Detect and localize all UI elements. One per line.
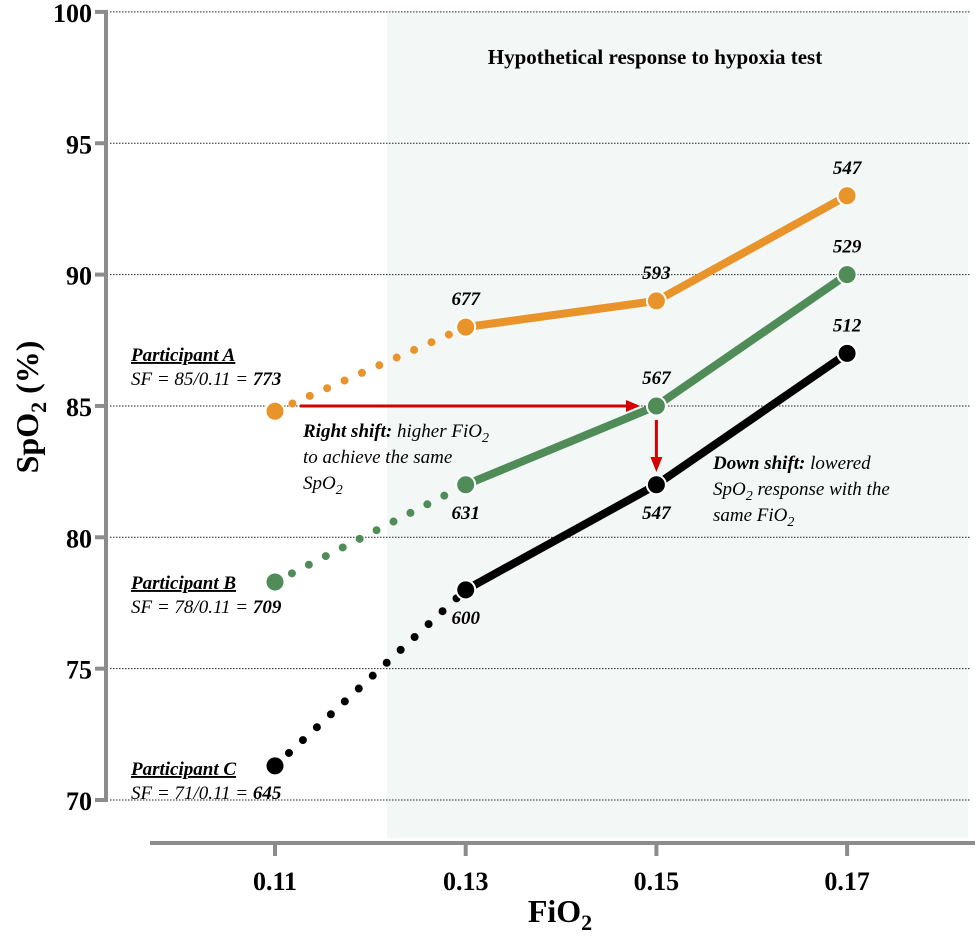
y-axis-title: SpO2 (%) xyxy=(9,341,51,474)
right-shift-arrowhead xyxy=(626,399,640,412)
sf-text: SF = 78/0.11 = 709 xyxy=(131,597,282,618)
series-dotted-segment xyxy=(271,585,470,770)
y-tick-label: 100 xyxy=(53,0,92,28)
x-tick-label: 0.17 xyxy=(824,867,870,896)
data-label: 600 xyxy=(451,608,480,629)
y-tick-label: 75 xyxy=(66,656,92,685)
y-tick-label: 80 xyxy=(66,524,92,553)
right-shift-annotation-line2: to achieve the same xyxy=(303,447,452,468)
data-label: 631 xyxy=(451,503,480,524)
data-point xyxy=(836,264,858,286)
x-tick-label: 0.15 xyxy=(634,867,680,896)
right-shift-annotation-line3: SpO2 xyxy=(303,473,343,498)
series-participant-b: 631 567 529 Participant B SF = 78/0.11 = 709 xyxy=(130,237,862,618)
sf-value: 645 xyxy=(253,783,282,804)
data-label: 567 xyxy=(642,368,672,389)
series-dotted-segment xyxy=(271,480,470,586)
y-tick-label: 70 xyxy=(66,787,92,816)
down-shift-annotation-line3: same FiO2 xyxy=(713,505,794,530)
data-point xyxy=(264,571,286,593)
data-label: 529 xyxy=(833,237,862,258)
data-point xyxy=(455,316,477,338)
sf-text: SF = 71/0.11 = 645 xyxy=(131,783,282,804)
participant-label: Participant A xyxy=(130,345,235,366)
sf-value: 773 xyxy=(253,369,282,390)
data-label: 512 xyxy=(833,315,862,336)
right-shift-annotation: Right shift: higher FiO2 xyxy=(302,421,489,446)
series-dotted-segment xyxy=(271,323,470,416)
x-tick-label: 0.13 xyxy=(443,867,489,896)
down-shift-arrowhead xyxy=(650,457,663,472)
series-participant-a: 677 593 547 Participant A SF = 85/0.11 = 773 xyxy=(130,158,863,422)
data-point xyxy=(264,400,286,422)
data-point xyxy=(645,290,667,312)
y-tick-label: 90 xyxy=(66,262,92,291)
down-shift-annotation: Down shift: lowered xyxy=(712,453,871,474)
data-label: 677 xyxy=(451,289,481,310)
chart-title: Hypothetical response to hypoxia test xyxy=(488,45,822,69)
down-shift-annotation-line2: SpO2 response with the xyxy=(713,479,890,504)
y-tick-label: 85 xyxy=(66,393,92,422)
participant-label: Participant B xyxy=(130,573,236,594)
data-point xyxy=(836,342,858,364)
data-point xyxy=(645,395,667,417)
data-point xyxy=(455,474,477,496)
data-point xyxy=(645,474,667,496)
x-tick-label: 0.11 xyxy=(253,867,297,896)
data-point xyxy=(836,185,858,207)
series-participant-c: 600 547 512 Participant C SF = 71/0.11 = 645 xyxy=(130,315,862,804)
y-tick-label: 95 xyxy=(66,130,92,159)
data-label: 547 xyxy=(833,158,863,179)
data-point xyxy=(455,579,477,601)
data-label: 547 xyxy=(642,503,672,524)
x-axis-title: FiO2 xyxy=(528,893,592,935)
participant-label: Participant C xyxy=(130,759,236,780)
sf-value: 709 xyxy=(253,597,282,618)
sf-text: SF = 85/0.11 = 773 xyxy=(131,369,281,390)
shaded-region xyxy=(387,12,968,838)
data-point xyxy=(264,755,286,777)
data-label: 593 xyxy=(642,263,671,284)
